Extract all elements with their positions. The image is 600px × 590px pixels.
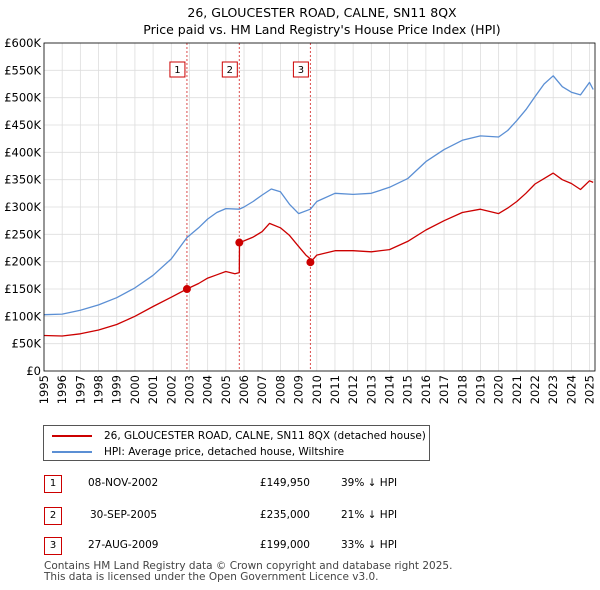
chart-subtitle: Price paid vs. HM Land Registry's House … bbox=[143, 22, 500, 37]
transaction-hpi: 21% ↓ HPI bbox=[341, 509, 398, 521]
series-lines bbox=[43, 75, 594, 337]
hpi-line bbox=[43, 75, 594, 316]
x-tick-label: 2013 bbox=[364, 375, 378, 404]
y-tick-label: £300K bbox=[4, 200, 41, 214]
legend-swatch-hpi bbox=[52, 451, 92, 453]
x-tick-label: 2000 bbox=[128, 375, 142, 404]
transaction-label-box bbox=[169, 61, 186, 78]
transaction-price: £199,000 bbox=[259, 539, 310, 551]
transaction-markers bbox=[182, 238, 315, 294]
transaction-hpi: 33% ↓ HPI bbox=[341, 539, 398, 551]
transaction-price: £149,950 bbox=[259, 477, 310, 489]
y-tick-label: £350K bbox=[4, 173, 41, 187]
x-tick-label: 2022 bbox=[528, 375, 542, 404]
transaction-date: 27-AUG-2009 bbox=[88, 539, 159, 551]
transaction-number: 1 bbox=[44, 475, 62, 493]
y-tick-label: £200K bbox=[4, 255, 41, 269]
x-tick-label: 2014 bbox=[383, 375, 397, 404]
x-tick-label: 2017 bbox=[437, 375, 451, 404]
x-tick-label: 1996 bbox=[55, 375, 69, 404]
transaction-number: 2 bbox=[44, 507, 62, 525]
property-price-line bbox=[43, 172, 594, 337]
x-tick-label: 2004 bbox=[201, 375, 215, 404]
x-tick-label: 1995 bbox=[37, 375, 51, 404]
legend-item-property: 26, GLOUCESTER ROAD, CALNE, SN11 8QX (de… bbox=[52, 428, 426, 444]
x-tick-label: 2006 bbox=[237, 375, 251, 404]
y-tick-label: £500K bbox=[4, 91, 41, 105]
transaction-label-box bbox=[221, 61, 238, 78]
x-tick-label: 2010 bbox=[310, 375, 324, 404]
legend-label-hpi: HPI: Average price, detached house, Wilt… bbox=[104, 446, 345, 458]
transaction-label: 3 bbox=[298, 65, 304, 76]
y-tick-label: £100K bbox=[4, 309, 41, 323]
x-tick-label: 2009 bbox=[292, 375, 306, 404]
x-tick-label: 2007 bbox=[255, 375, 269, 404]
x-tick-label: 2002 bbox=[164, 375, 178, 404]
chart-title: 26, GLOUCESTER ROAD, CALNE, SN11 8QX bbox=[187, 5, 457, 20]
sale-point bbox=[235, 238, 244, 247]
x-tick-label: 2011 bbox=[328, 375, 342, 404]
y-tick-label: £150K bbox=[4, 282, 41, 296]
x-tick-label: 2008 bbox=[273, 375, 287, 404]
x-tick-label: 2015 bbox=[401, 375, 415, 404]
transaction-number: 3 bbox=[44, 537, 62, 555]
transaction-date: 08-NOV-2002 bbox=[88, 477, 159, 489]
transaction-label: 1 bbox=[174, 65, 180, 76]
transaction-label-box bbox=[292, 61, 309, 78]
x-tick-label: 2021 bbox=[510, 375, 524, 404]
footer-licence: This data is licensed under the Open Gov… bbox=[44, 571, 379, 583]
sale-point bbox=[182, 285, 191, 294]
y-tick-label: £250K bbox=[4, 227, 41, 241]
transaction-row: 2 30-SEP-2005 £235,000 21% ↓ HPI bbox=[44, 507, 564, 525]
y-tick-label: £550K bbox=[4, 63, 41, 77]
x-tick-label: 2001 bbox=[146, 375, 160, 404]
transaction-lines: 1 2 3 bbox=[169, 43, 311, 371]
transaction-price: £235,000 bbox=[259, 509, 310, 521]
y-axis-labels: £0 £50K £100K £150K £200K £250K £300K £350K £400… bbox=[4, 36, 41, 378]
x-tick-label: 2020 bbox=[492, 375, 506, 404]
plot-frame bbox=[43, 42, 596, 372]
x-tick-label: 2012 bbox=[346, 375, 360, 404]
transaction-label: 2 bbox=[227, 65, 233, 76]
y-tick-label: £0 bbox=[26, 364, 41, 378]
grid bbox=[43, 42, 595, 372]
x-tick-label: 2005 bbox=[219, 375, 233, 404]
x-tick-label: 2024 bbox=[564, 375, 578, 404]
x-tick-label: 1997 bbox=[73, 375, 87, 404]
footer: Contains HM Land Registry data © Crown c… bbox=[44, 561, 452, 583]
x-tick-label: 2016 bbox=[419, 375, 433, 404]
x-tick-label: 2025 bbox=[583, 375, 597, 404]
x-tick-label: 2023 bbox=[546, 375, 560, 404]
legend: 26, GLOUCESTER ROAD, CALNE, SN11 8QX (de… bbox=[43, 425, 430, 461]
transaction-hpi: 39% ↓ HPI bbox=[341, 477, 398, 489]
x-tick-label: 2019 bbox=[473, 375, 487, 404]
sale-point bbox=[306, 258, 315, 267]
y-tick-label: £600K bbox=[4, 36, 41, 50]
transaction-row: 3 27-AUG-2009 £199,000 33% ↓ HPI bbox=[44, 537, 564, 555]
legend-swatch-property bbox=[52, 435, 92, 437]
price-chart: 26, GLOUCESTER ROAD, CALNE, SN11 8QX Pri… bbox=[4, 5, 597, 404]
y-tick-label: £450K bbox=[4, 118, 41, 132]
x-tick-label: 2018 bbox=[455, 375, 469, 404]
legend-label-property: 26, GLOUCESTER ROAD, CALNE, SN11 8QX (de… bbox=[104, 430, 426, 442]
legend-item-hpi: HPI: Average price, detached house, Wilt… bbox=[52, 444, 344, 460]
footer-copyright: Contains HM Land Registry data © Crown c… bbox=[44, 560, 453, 572]
transaction-row: 1 08-NOV-2002 £149,950 39% ↓ HPI bbox=[44, 475, 564, 493]
x-tick-label: 2003 bbox=[182, 375, 196, 404]
transaction-date: 30-SEP-2005 bbox=[90, 509, 158, 521]
y-tick-label: £50K bbox=[12, 337, 42, 351]
x-axis-labels: 1995 1996 1997 1998 1999 2000 2001 2002 2003 2004… bbox=[37, 375, 597, 404]
x-tick-label: 1998 bbox=[92, 375, 106, 404]
y-tick-label: £400K bbox=[4, 145, 41, 159]
x-tick-label: 1999 bbox=[110, 375, 124, 404]
